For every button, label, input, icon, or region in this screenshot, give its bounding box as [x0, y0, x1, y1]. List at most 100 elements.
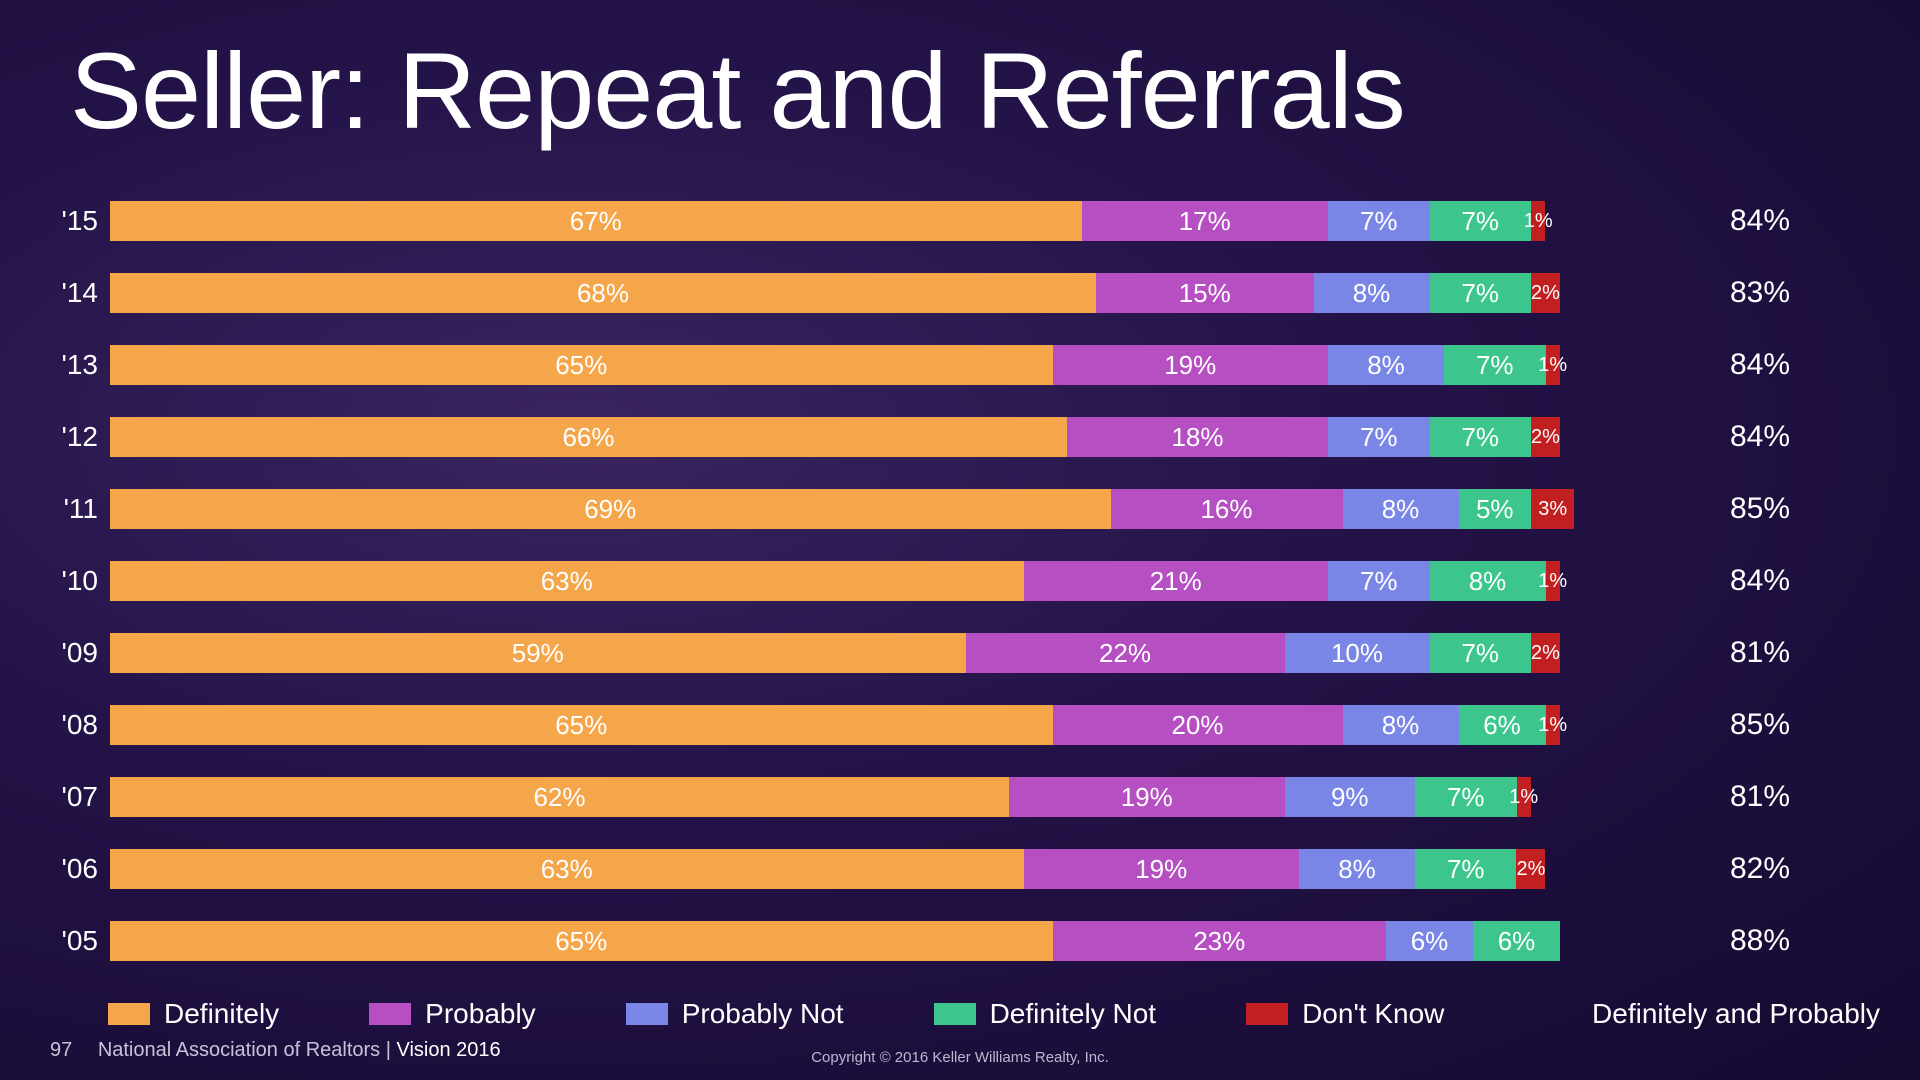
bar-segment-dont_know: 1% — [1531, 201, 1545, 241]
bar-segment-probably_not: 6% — [1386, 921, 1473, 961]
chart-row: '0565%23%6%6%88% — [50, 910, 1870, 972]
bar-segment-probably_not: 8% — [1299, 849, 1415, 889]
bar-segment-dont_know: 2% — [1531, 273, 1560, 313]
bar-segment-dont_know: 2% — [1516, 849, 1545, 889]
chart-row: '0865%20%8%6%1% 85% — [50, 694, 1870, 756]
year-label: '11 — [50, 493, 110, 525]
row-total: 84% — [1690, 348, 1870, 382]
row-total: 83% — [1690, 276, 1870, 310]
bar-segment-probably: 21% — [1024, 561, 1329, 601]
legend-swatch — [108, 1003, 150, 1025]
bar-segment-definitely: 62% — [110, 777, 1009, 817]
year-label: '06 — [50, 853, 110, 885]
stacked-bar: 69%16%8%5%3% — [110, 489, 1575, 529]
row-total: 84% — [1690, 204, 1870, 238]
bar-segment-definitely_not: 7% — [1430, 633, 1532, 673]
bar-segment-dont_know: 2% — [1531, 417, 1560, 457]
bar-segment-probably: 22% — [966, 633, 1285, 673]
bar-segment-dont_know: 1% — [1546, 345, 1561, 385]
bar-segment-definitely: 65% — [110, 705, 1053, 745]
bar-segment-definitely_not: 7% — [1415, 777, 1517, 817]
legend-swatch — [934, 1003, 976, 1025]
bar-segment-definitely: 65% — [110, 921, 1053, 961]
stacked-bar: 65%19%8%7%1% — [110, 345, 1560, 385]
bar-segment-definitely_not: 7% — [1430, 201, 1532, 241]
bar-segment-definitely: 69% — [110, 489, 1111, 529]
legend-item-probably: Probably — [369, 998, 536, 1030]
footer-source-b: Vision 2016 — [397, 1039, 501, 1061]
bar-segment-probably: 15% — [1096, 273, 1314, 313]
bar-segment-probably_not: 8% — [1328, 345, 1444, 385]
bar-segment-definitely: 68% — [110, 273, 1096, 313]
stacked-bar: 62%19%9%7%1% — [110, 777, 1531, 817]
bar-segment-dont_know: 1% — [1517, 777, 1532, 817]
row-total: 84% — [1690, 564, 1870, 598]
bar-segment-definitely_not: 7% — [1430, 273, 1532, 313]
legend-label: Definitely — [164, 998, 279, 1030]
year-label: '12 — [50, 421, 110, 453]
bar-segment-probably_not: 7% — [1328, 201, 1430, 241]
row-total: 85% — [1690, 708, 1870, 742]
bar-segment-probably: 16% — [1111, 489, 1343, 529]
legend: Definitely Probably Probably Not Definitely… — [108, 998, 1444, 1030]
stacked-bar: 68%15%8%7%2% — [110, 273, 1560, 313]
chart-row: '1468%15%8%7%2%83% — [50, 262, 1870, 324]
legend-label: Probably Not — [682, 998, 844, 1030]
chart-row: '0762%19%9%7%1%81% — [50, 766, 1870, 828]
legend-swatch — [626, 1003, 668, 1025]
bar-segment-probably: 20% — [1053, 705, 1343, 745]
stacked-bar: 63%21%7%8%1% — [110, 561, 1560, 601]
bar-segment-definitely: 63% — [110, 849, 1024, 889]
year-label: '13 — [50, 349, 110, 381]
bar-segment-definitely: 66% — [110, 417, 1067, 457]
year-label: '09 — [50, 637, 110, 669]
chart-row: '0663%19%8%7%2% 82% — [50, 838, 1870, 900]
row-total: 81% — [1690, 636, 1870, 670]
year-label: '15 — [50, 205, 110, 237]
bar-segment-probably_not: 9% — [1285, 777, 1416, 817]
bar-segment-definitely_not: 6% — [1473, 921, 1560, 961]
total-column-header: Definitely and Probably — [1592, 998, 1880, 1030]
bar-segment-probably_not: 8% — [1314, 273, 1430, 313]
legend-label: Definitely Not — [990, 998, 1157, 1030]
page-number: 97 — [50, 1039, 72, 1061]
footer: 97 National Association of Realtors | Vi… — [50, 1039, 501, 1062]
stacked-bar: 63%19%8%7%2% — [110, 849, 1546, 889]
bar-segment-probably: 18% — [1067, 417, 1328, 457]
bar-segment-dont_know: 1% — [1546, 561, 1561, 601]
legend-label: Probably — [425, 998, 536, 1030]
bar-segment-definitely_not: 5% — [1459, 489, 1531, 529]
legend-item-definitely: Definitely — [108, 998, 279, 1030]
bar-segment-probably: 19% — [1053, 345, 1329, 385]
bar-segment-probably_not: 8% — [1343, 489, 1459, 529]
row-total: 82% — [1690, 852, 1870, 886]
bar-segment-probably_not: 8% — [1343, 705, 1459, 745]
stacked-bar: 66%18%7%7%2% — [110, 417, 1560, 457]
stacked-bar: 65%20%8%6%1% — [110, 705, 1560, 745]
year-label: '10 — [50, 565, 110, 597]
bar-segment-dont_know: 1% — [1546, 705, 1561, 745]
row-total: 88% — [1690, 924, 1870, 958]
year-label: '08 — [50, 709, 110, 741]
bar-segment-definitely: 59% — [110, 633, 966, 673]
bar-segment-definitely: 63% — [110, 561, 1024, 601]
bar-segment-probably_not: 10% — [1285, 633, 1430, 673]
row-total: 85% — [1690, 492, 1870, 526]
bar-segment-probably: 19% — [1024, 849, 1300, 889]
legend-item-dont_know: Don't Know — [1246, 998, 1444, 1030]
stacked-bar: 65%23%6%6% — [110, 921, 1560, 961]
legend-item-definitely_not: Definitely Not — [934, 998, 1157, 1030]
bar-segment-probably_not: 7% — [1328, 417, 1430, 457]
row-total: 81% — [1690, 780, 1870, 814]
legend-item-probably_not: Probably Not — [626, 998, 844, 1030]
row-total: 84% — [1690, 420, 1870, 454]
bar-segment-dont_know: 3% — [1531, 489, 1575, 529]
footer-source-a: National Association of Realtors — [98, 1039, 380, 1061]
slide-title: Seller: Repeat and Referrals — [70, 28, 1405, 153]
bar-segment-definitely_not: 7% — [1430, 417, 1532, 457]
legend-label: Don't Know — [1302, 998, 1444, 1030]
legend-swatch — [369, 1003, 411, 1025]
chart-row: '1063%21%7%8%1% 84% — [50, 550, 1870, 612]
bar-segment-definitely_not: 6% — [1459, 705, 1546, 745]
chart-row: '1266%18%7%7%2%84% — [50, 406, 1870, 468]
